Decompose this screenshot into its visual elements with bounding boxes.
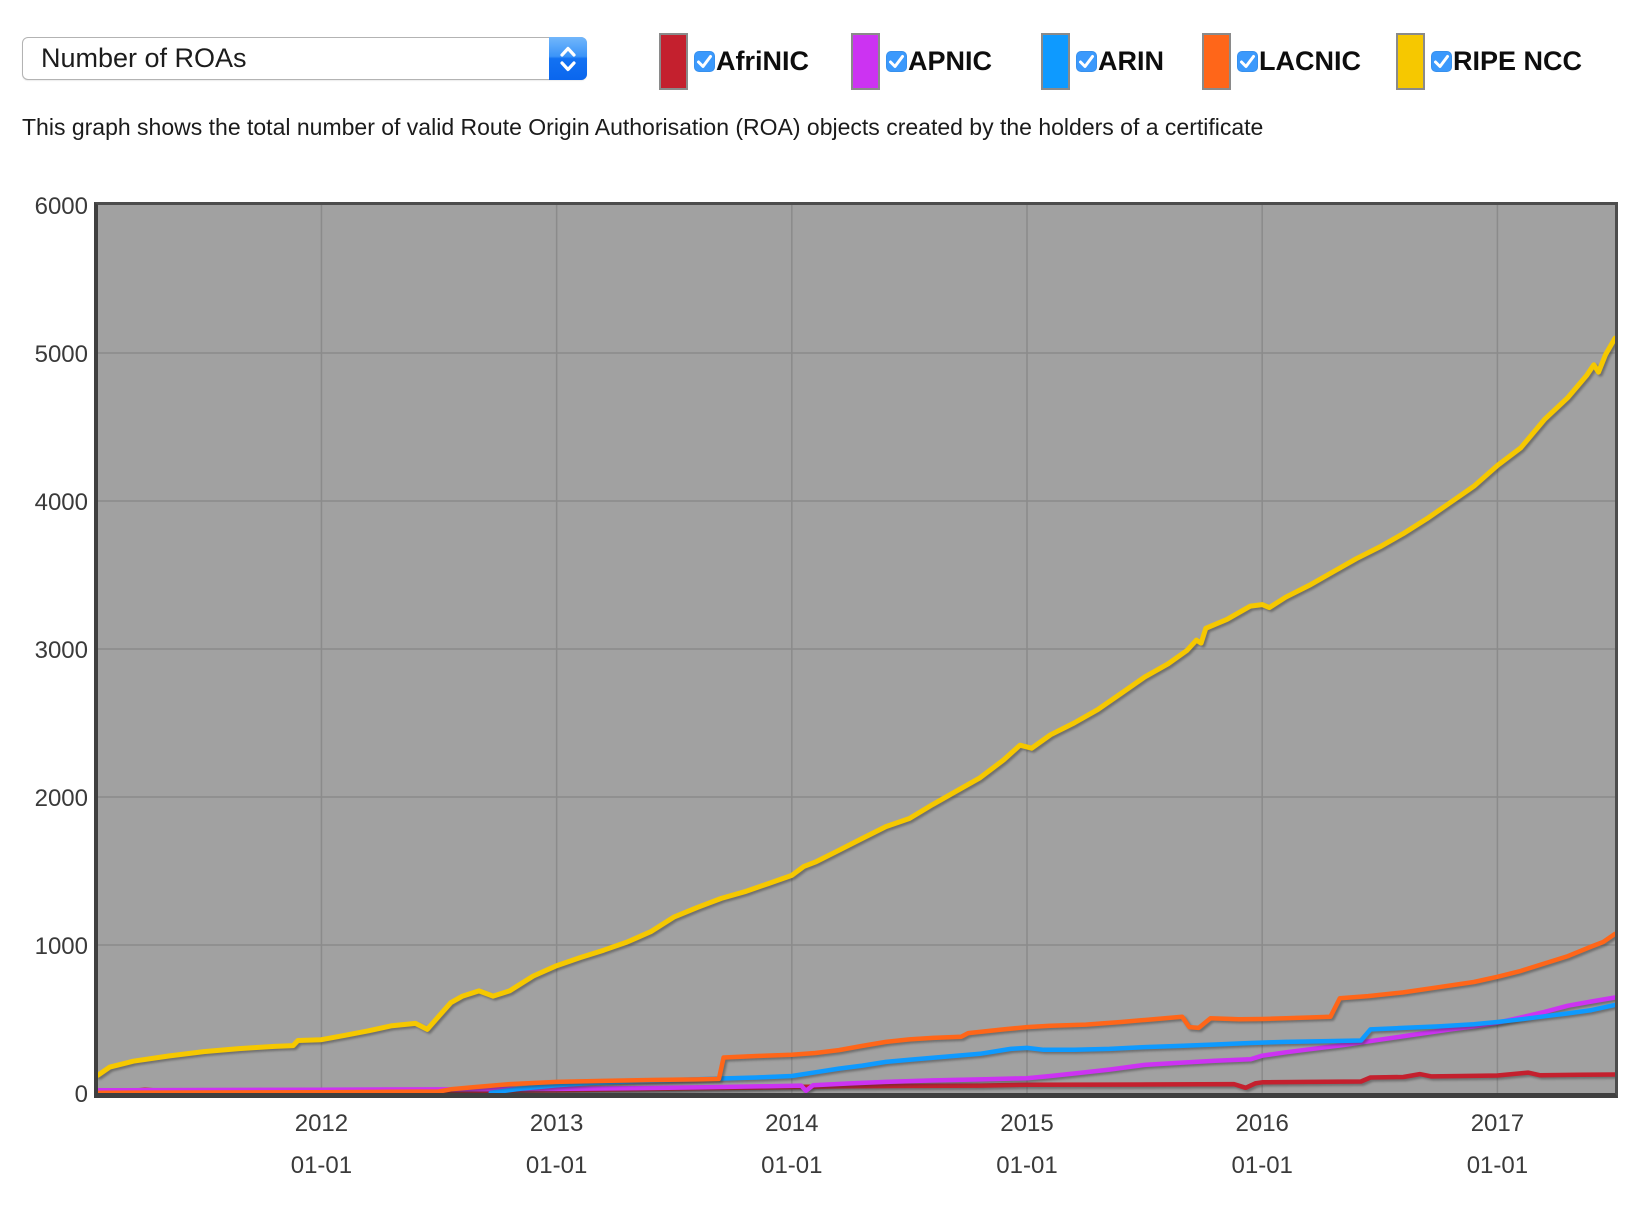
arin-label: ARIN — [1098, 46, 1164, 76]
apnic-checkbox[interactable] — [886, 51, 907, 72]
arin-checkbox[interactable] — [1076, 51, 1097, 72]
afrinic-color-swatch — [659, 33, 688, 90]
apnic-label: APNIC — [908, 46, 993, 76]
ripencc-label: RIPE NCC — [1453, 46, 1583, 76]
apnic-color-swatch — [851, 33, 880, 90]
y-tick-label: 4000 — [34, 489, 88, 516]
x-tick-date-label: 01-01 — [525, 1152, 588, 1179]
x-tick-date-label: 01-01 — [290, 1152, 353, 1179]
x-tick-date-label: 01-01 — [1466, 1152, 1529, 1179]
lacnic-label: LACNIC — [1259, 46, 1361, 76]
series-line-lacnic — [98, 931, 1615, 1093]
ripencc-checkbox[interactable] — [1431, 51, 1452, 72]
legend-item-lacnic: LACNIC — [1202, 33, 1361, 90]
x-tick-year-label: 2014 — [765, 1110, 819, 1137]
roa-line-chart — [98, 205, 1615, 1093]
x-tick-year-label: 2012 — [294, 1110, 349, 1137]
legend-item-ripencc: RIPE NCC — [1396, 33, 1582, 90]
lacnic-color-swatch — [1202, 33, 1231, 90]
x-tick-date-label: 01-01 — [1231, 1152, 1293, 1179]
metric-select-value: Number of ROAs — [41, 43, 247, 73]
ripencc-color-swatch — [1396, 33, 1425, 90]
chart-description: This graph shows the total number of val… — [22, 114, 1264, 140]
x-tick-year-label: 2015 — [1000, 1110, 1054, 1137]
legend-item-apnic: APNIC — [851, 33, 992, 90]
legend-item-afrinic: AfriNIC — [659, 33, 809, 90]
arin-color-swatch — [1041, 33, 1070, 90]
y-tick-label: 3000 — [34, 637, 88, 664]
y-tick-label: 0 — [74, 1081, 88, 1108]
y-tick-label: 1000 — [34, 933, 88, 960]
x-tick-year-label: 2017 — [1470, 1110, 1525, 1137]
y-tick-label: 5000 — [34, 341, 88, 368]
x-tick-year-label: 2013 — [529, 1110, 584, 1137]
x-tick-date-label: 01-01 — [996, 1152, 1058, 1179]
series-line-ripe-ncc — [98, 335, 1615, 1078]
legend-item-arin: ARIN — [1041, 33, 1164, 90]
select-stepper-icon — [549, 37, 587, 80]
lacnic-checkbox[interactable] — [1237, 51, 1258, 72]
x-tick-year-label: 2016 — [1235, 1110, 1289, 1137]
y-tick-label: 2000 — [34, 785, 88, 812]
metric-select[interactable]: Number of ROAs — [22, 37, 587, 80]
afrinic-checkbox[interactable] — [694, 51, 715, 72]
x-tick-date-label: 01-01 — [761, 1152, 823, 1179]
afrinic-label: AfriNIC — [716, 46, 809, 76]
y-tick-label: 6000 — [34, 193, 88, 220]
plot-area — [94, 202, 1618, 1098]
